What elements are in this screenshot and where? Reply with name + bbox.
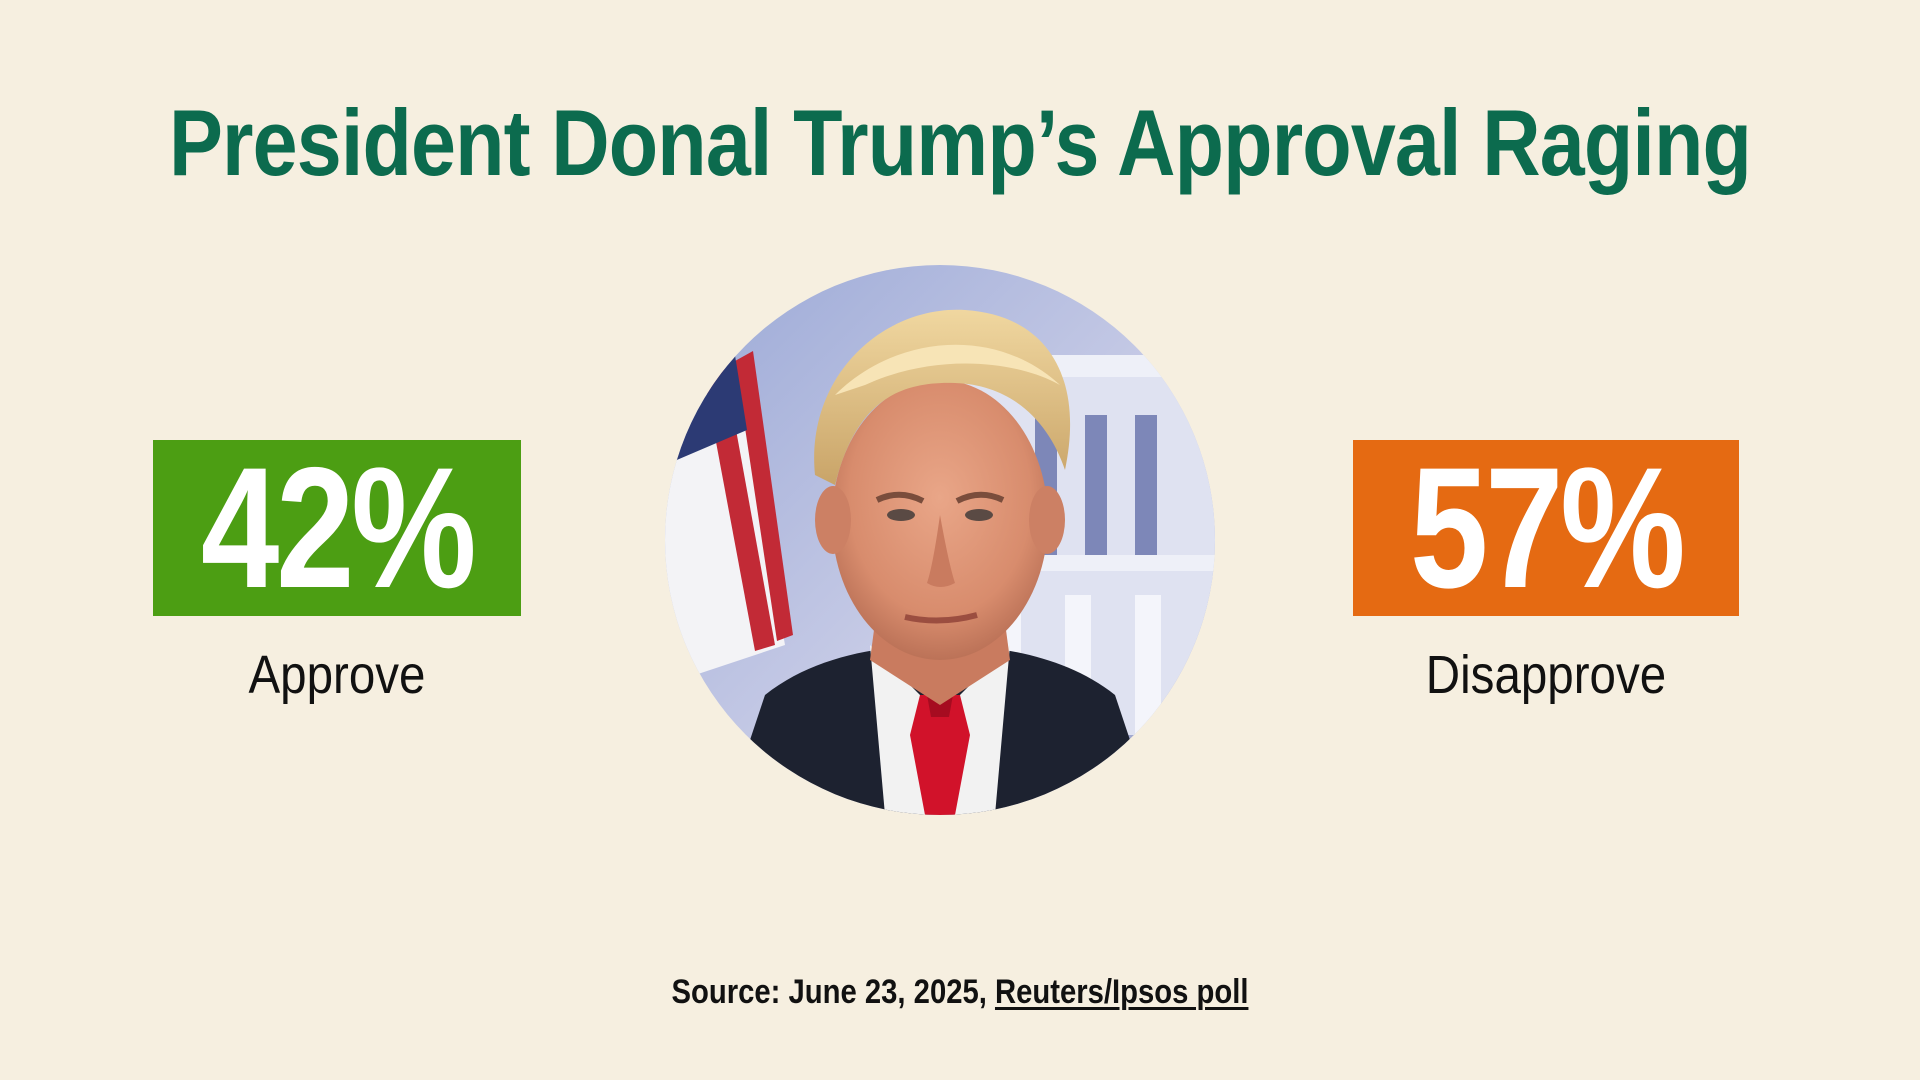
approve-stat: 42% Approve [137, 440, 537, 707]
disapprove-badge: 57% [1353, 440, 1739, 616]
approve-value: 42% [200, 440, 477, 616]
source-link[interactable]: Reuters/Ipsos poll [994, 973, 1249, 1011]
disapprove-value: 57% [1409, 440, 1686, 616]
portrait-illustration [665, 265, 1215, 815]
source-note: Source: June 23, 2025, Reuters/Ipsos pol… [134, 970, 1785, 1014]
disapprove-label: Disapprove [1425, 645, 1667, 705]
portrait-photo [665, 265, 1215, 815]
source-prefix: Source: June 23, 2025, [671, 973, 995, 1011]
page-title: President Donal Trump’s Approval Raging [169, 90, 1752, 195]
approve-badge: 42% [153, 440, 521, 616]
approve-label: Approve [248, 645, 426, 705]
disapprove-stat: 57% Disapprove [1340, 440, 1740, 707]
